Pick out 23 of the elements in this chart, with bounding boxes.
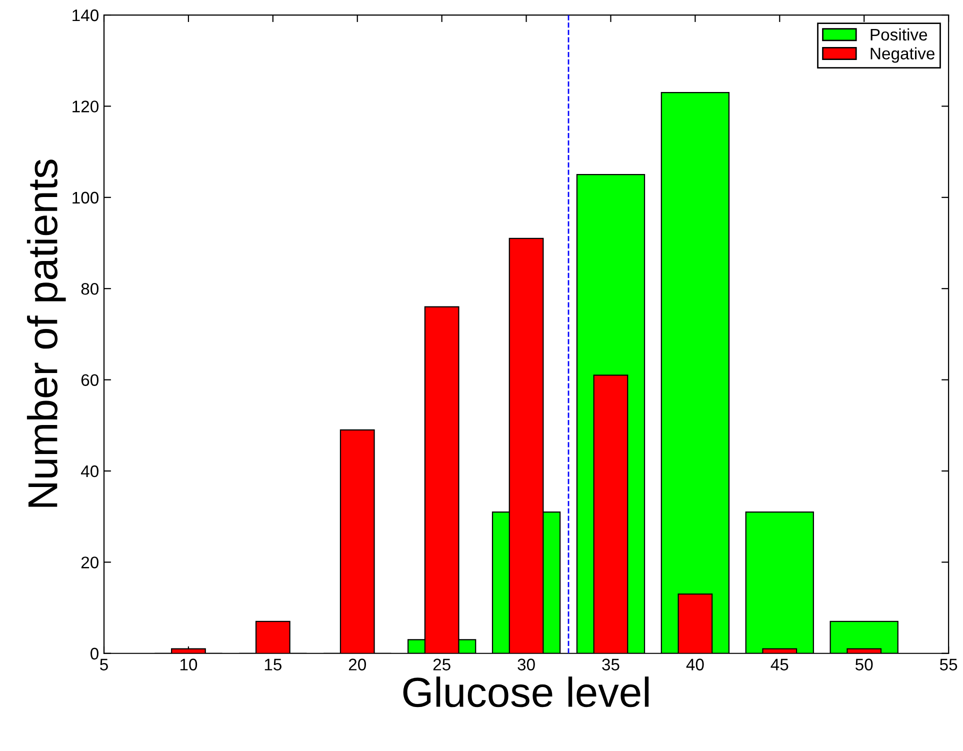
legend-label: Negative xyxy=(870,47,934,63)
x-tick-label: 30 xyxy=(518,658,535,670)
legend-label: Positive xyxy=(870,28,928,41)
x-tick-label: 35 xyxy=(602,658,620,670)
x-tick-label: 5 xyxy=(100,658,108,670)
y-tick-label: 20 xyxy=(81,556,98,568)
x-tick-label: 55 xyxy=(940,658,958,670)
y-tick-label: 60 xyxy=(81,374,98,386)
x-axis-title: Glucose level xyxy=(403,676,649,708)
y-tick-label: 40 xyxy=(80,465,98,478)
x-tick-label: 45 xyxy=(770,658,788,670)
y-tick-label: 0 xyxy=(90,648,98,660)
y-tick-label: 80 xyxy=(81,283,98,295)
x-tick-label: 20 xyxy=(348,658,366,670)
x-tick-label: 10 xyxy=(180,658,198,670)
y-tick-label: 100 xyxy=(72,192,98,204)
x-tick-label: 50 xyxy=(856,658,873,670)
y-axis-title: Number of patients xyxy=(26,160,66,507)
x-tick-label: 15 xyxy=(264,658,282,670)
y-tick-label: 120 xyxy=(72,100,98,112)
x-tick-label: 25 xyxy=(433,658,450,670)
y-tick-label: 140 xyxy=(72,9,98,22)
x-tick-label: 40 xyxy=(686,658,704,670)
